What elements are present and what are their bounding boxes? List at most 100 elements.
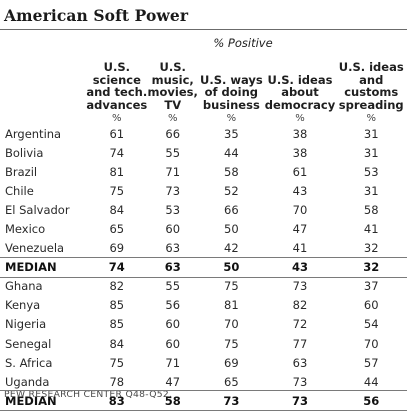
value-cell: 42 [224, 241, 239, 256]
country-name: S. Africa [5, 355, 53, 370]
value-cell: 78 [109, 374, 125, 389]
value-cell: 56 [363, 393, 380, 408]
value-cell: 72 [292, 317, 308, 332]
value-cell: 85 [109, 317, 125, 332]
column-header-line: and tech. [86, 85, 148, 99]
country-name: Senegal [5, 336, 52, 351]
country-name: Brazil [5, 164, 38, 179]
value-cell: 58 [363, 202, 379, 217]
country-name: Venezuela [5, 241, 65, 256]
value-cell: 81 [109, 164, 125, 179]
value-cell: 55 [165, 279, 181, 294]
unit-row: %%%%% [0, 112, 407, 124]
value-cell: 71 [165, 355, 181, 370]
value-cell: 85 [109, 298, 125, 313]
median-top-rule [0, 256, 407, 258]
value-cell: 58 [164, 393, 181, 408]
country-name: Argentina [5, 126, 62, 141]
country-name: Mexico [5, 222, 46, 237]
value-cell: 32 [363, 241, 379, 256]
value-cell: 60 [363, 298, 379, 313]
table-row: Argentina 61 66 35 38 31 [0, 124, 407, 143]
value-cell: 74 [108, 260, 125, 275]
value-cell: 32 [363, 260, 380, 275]
column-header-line: and [359, 72, 384, 87]
value-cell: 66 [224, 202, 239, 217]
unit-label: % [167, 112, 178, 124]
value-cell: 75 [109, 355, 125, 370]
value-cell: 55 [165, 145, 181, 160]
value-cell: 82 [292, 298, 308, 313]
value-cell: 53 [165, 202, 181, 217]
column-header-line: about [281, 85, 319, 99]
value-cell: 65 [109, 222, 125, 237]
header-country-blank [0, 50, 86, 112]
value-cell: 61 [109, 126, 125, 141]
value-cell: 38 [292, 145, 308, 160]
value-cell: 56 [165, 298, 181, 313]
value-cell: 57 [363, 355, 379, 370]
median-top-rule [0, 390, 407, 392]
column-header-line: of doing [204, 85, 259, 99]
column-header-5: U.S. ideas and customs spreading [335, 50, 407, 112]
column-header-4: U.S. ideas about democracy [265, 50, 336, 112]
value-cell: 52 [224, 183, 239, 198]
country-name: Uganda [5, 374, 50, 389]
value-cell: 60 [165, 222, 181, 237]
value-cell: 31 [363, 183, 379, 198]
value-cell: 43 [291, 260, 308, 275]
value-cell: 53 [363, 164, 379, 179]
column-header-2: U.S. music, movies, TV [147, 50, 198, 112]
country-name: Kenya [5, 298, 41, 313]
value-cell: 75 [109, 183, 125, 198]
value-cell: 58 [224, 164, 239, 179]
value-cell: 83 [108, 393, 125, 408]
value-cell: 73 [223, 393, 240, 408]
chart-subtitle: % Positive [213, 36, 273, 50]
country-name: Chile [5, 183, 34, 198]
country-name: Bolivia [5, 145, 44, 160]
value-cell: 77 [292, 336, 308, 351]
value-cell: 31 [363, 145, 379, 160]
table-row: El Salvador 84 53 66 70 58 [0, 200, 407, 219]
value-cell: 41 [292, 241, 308, 256]
header-row: U.S. science and tech. advances U.S. music, mo… [0, 50, 407, 112]
value-cell: 69 [224, 355, 239, 370]
data-table: U.S. science and tech. advances U.S. music, mo… [0, 50, 407, 410]
column-header-line: music, [151, 72, 194, 87]
column-header-line: U.S. [103, 60, 130, 74]
table-row: S. Africa 75 71 69 63 57 [0, 353, 407, 372]
table-body: Argentina 61 66 35 38 31 Bolivia 74 55 44 38 31 Braz… [0, 124, 407, 410]
table-row: Venezuela 69 63 42 41 32 [0, 239, 407, 258]
table-row: Chile 75 73 52 43 31 [0, 181, 407, 200]
value-cell: 41 [363, 222, 379, 237]
value-cell: 44 [224, 145, 239, 160]
column-header-line: democracy [264, 97, 336, 112]
value-cell: 35 [224, 126, 239, 141]
unit-label: % [366, 112, 376, 124]
median-row: MEDIAN 83 58 73 73 56 [0, 391, 407, 410]
value-cell: 54 [363, 317, 379, 332]
column-header-line: movies, [147, 85, 198, 99]
column-header-line: business [202, 97, 260, 112]
unit-label: % [226, 112, 237, 124]
median-bottom-rule [0, 276, 407, 278]
value-cell: 61 [292, 164, 308, 179]
value-cell: 60 [165, 336, 181, 351]
value-cell: 60 [165, 317, 181, 332]
value-cell: 75 [224, 336, 239, 351]
column-header-line: spreading [338, 97, 404, 112]
value-cell: 81 [224, 298, 239, 313]
chart-title: American Soft Power [4, 6, 189, 25]
value-cell: 37 [363, 279, 379, 294]
table-row: Mexico 65 60 50 47 41 [0, 219, 407, 238]
column-header-line: U.S. ideas [267, 72, 333, 87]
unit-label: % [295, 112, 305, 124]
value-cell: 73 [291, 393, 308, 408]
source-note: PEW RESEARCH CENTER Q48-Q52. [4, 389, 173, 400]
value-cell: 70 [363, 336, 379, 351]
value-cell: 70 [224, 317, 239, 332]
country-name: El Salvador [5, 202, 70, 217]
country-name: Ghana [5, 279, 43, 294]
table-row: Senegal 84 60 75 77 70 [0, 334, 407, 353]
